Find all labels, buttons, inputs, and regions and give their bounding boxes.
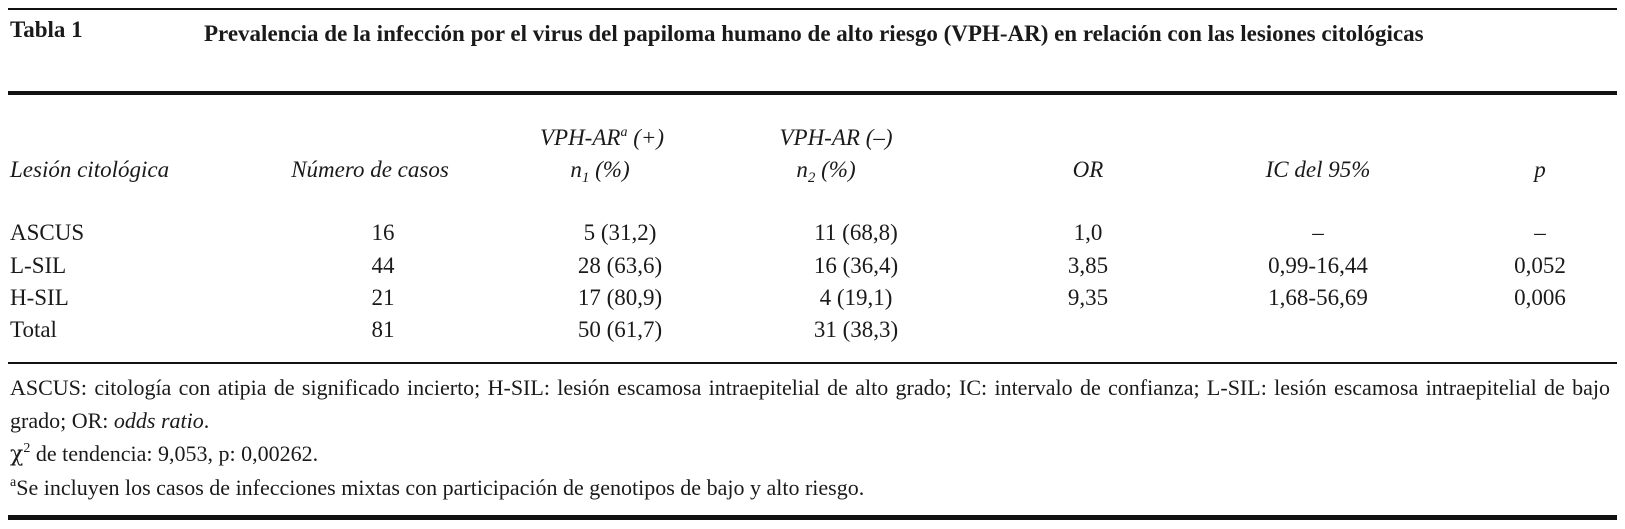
header-vph-pos: VPH-ARa (+) [540,125,664,151]
abbreviations-note: ASCUS: citología con atipia de significa… [10,371,1610,437]
cell-lesion: L-SIL [10,253,67,278]
cell-or: 1,0 [1073,220,1103,245]
cell-or: 3,85 [1067,253,1109,278]
header-n2-pct: (%) [815,157,856,182]
cell-or: 9,35 [1067,285,1109,310]
cell-ic: 0,99-16,44 [1268,253,1368,278]
header-ic: IC del 95% [1265,157,1371,182]
bottom-rule [8,515,1617,520]
cell-pos: 5 (31,2) [583,220,657,245]
odds-ratio-text: odds ratio [113,408,204,433]
header-rule [8,91,1617,95]
cell-neg: 31 (38,3) [813,317,899,342]
header-n1: n1 (%) [570,157,630,186]
cell-pos: 50 (61,7) [577,317,663,342]
chi-symbol: χ [10,442,24,467]
cell-casos: 44 [371,253,395,278]
chi-square-note: χ2 de tendencia: 9,053, p: 0,00262. [10,437,1610,471]
footnote-a: aSe incluyen los casos de infecciones mi… [10,471,1610,504]
footnote-a-mark: a [10,475,17,490]
abbreviations-text: ASCUS: citología con atipia de significa… [10,375,1610,433]
cell-ic: – [1312,220,1324,245]
cell-pos: 17 (80,9) [577,285,663,310]
cell-casos: 21 [371,285,395,310]
header-n2-n: n [796,157,808,182]
header-vph-pos-label: VPH-AR [539,125,621,150]
header-n1-sub: 1 [581,170,590,186]
cell-p: 0,052 [1514,253,1566,278]
cell-pos: 28 (63,6) [577,253,663,278]
table-label: Tabla 1 [10,17,83,42]
abbreviations-end: . [203,408,210,433]
header-vph-neg: VPH-AR (–) [779,125,893,150]
header-n1-pct: (%) [589,157,630,182]
table-title: Prevalencia de la infección por el virus… [204,21,1424,46]
cell-neg: 16 (36,4) [813,253,899,278]
cell-lesion: Total [10,317,57,342]
cell-casos: 81 [371,317,395,342]
header-n1-n: n [570,157,582,182]
header-n2-sub: 2 [807,170,816,186]
footnote-a-text: Se incluyen los casos de infecciones mix… [16,475,865,500]
header-n2: n2 (%) [796,157,856,186]
cell-neg: 11 (68,8) [814,220,898,245]
header-vph-pos-sign: (+) [627,125,665,150]
cell-p: – [1534,220,1546,245]
cell-casos: 16 [371,220,395,245]
chi-exponent: 2 [23,441,31,456]
header-lesion: Lesión citológica [10,157,170,182]
body-rule [8,362,1617,364]
header-p: p [1534,157,1546,182]
header-or: OR [1072,157,1104,182]
cell-ic: 1,68-56,69 [1268,285,1368,310]
cell-lesion: H-SIL [10,285,69,310]
header-vph-pos-footnote-mark: a [620,125,628,140]
cell-lesion: ASCUS [10,220,85,245]
cell-neg: 4 (19,1) [819,285,893,310]
cell-p: 0,006 [1514,285,1566,310]
top-rule [8,8,1617,10]
table-notes: ASCUS: citología con atipia de significa… [10,371,1610,504]
header-casos: Número de casos [291,157,449,182]
chi-text: de tendencia: 9,053, p: 0,00262. [30,441,319,466]
